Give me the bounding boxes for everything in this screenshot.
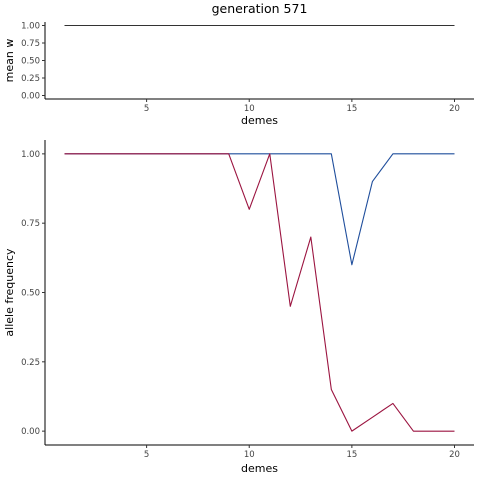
top-y-tick-label: 0.00	[21, 92, 40, 102]
chart-title: generation 571	[212, 1, 308, 16]
bottom-y-axis-label: allele frequency	[3, 248, 16, 337]
bottom-x-tick-label: 15	[346, 450, 357, 460]
top-x-axis-label: demes	[241, 114, 278, 127]
top-y-tick-label: 0.25	[21, 74, 40, 84]
bottom-x-axis-label: demes	[241, 462, 278, 475]
bottom-series-line-0	[64, 153, 455, 266]
bottom-y-tick-label: 0.25	[21, 358, 40, 368]
bottom-x-tick-label: 20	[449, 450, 460, 460]
bottom-y-tick-label: 0.50	[21, 289, 40, 299]
top-x-tick-label: 15	[346, 104, 357, 114]
top-x-tick-label: 10	[244, 104, 255, 114]
top-y-tick-label: 1.00	[21, 22, 40, 32]
top-x-tick-label: 5	[144, 104, 149, 114]
bottom-series-line-1	[64, 153, 455, 432]
top-x-tick-label: 20	[449, 104, 460, 114]
bottom-y-tick-label: 1.00	[21, 150, 40, 160]
bottom-x-tick-label: 10	[244, 450, 255, 460]
top-y-tick-label: 0.50	[21, 57, 40, 67]
bottom-y-tick-label: 0.00	[21, 427, 40, 437]
bottom-x-tick-label: 5	[144, 450, 149, 460]
top-y-axis-label: mean w	[3, 39, 16, 83]
bottom-y-tick-label: 0.75	[21, 219, 40, 229]
top-y-tick-label: 0.75	[21, 39, 40, 49]
